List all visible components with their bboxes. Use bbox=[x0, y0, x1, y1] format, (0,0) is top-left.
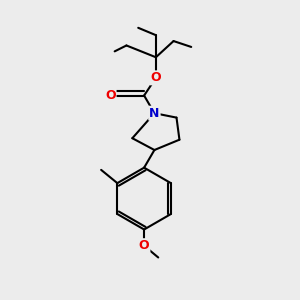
Text: N: N bbox=[149, 107, 160, 120]
Text: O: O bbox=[139, 239, 149, 252]
Text: O: O bbox=[105, 89, 116, 102]
Text: O: O bbox=[151, 71, 161, 84]
